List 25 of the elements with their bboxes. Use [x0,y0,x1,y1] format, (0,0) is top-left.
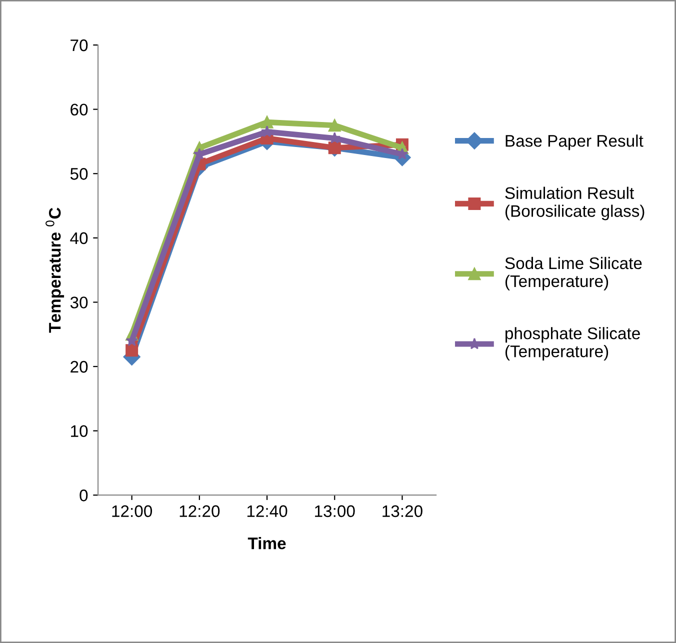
x-axis-title: Time [248,537,286,550]
y-tick-label: 60 [70,104,88,116]
y-tick-label: 50 [70,168,88,180]
point [261,126,273,138]
x-tick-label: 12:40 [247,505,288,518]
y-tick-label: 40 [70,232,88,244]
y-tick-label: 70 [70,39,88,52]
point [126,334,138,346]
point [126,344,138,357]
y-axis-title: Temperature $^{0}$C [46,208,64,333]
y-tick-label: 20 [70,360,88,373]
x-tick-label: 12:00 [112,505,152,518]
legend-label: Base Paper Result [506,134,644,150]
y-tick-label: 0 [80,490,88,502]
x-tick-label: 13:00 [315,505,355,518]
point [260,116,274,128]
y-tick-label: 30 [70,296,88,308]
legend-label: Soda Lime Silicate (Temperature) [505,256,642,290]
legend-label: Simulation Result (Borosilicate glass) [505,186,644,220]
y-tick-label: 10 [71,425,88,438]
x-tick-label: 13:20 [382,505,422,518]
point [328,142,341,154]
legend-label: phosphate Silicate (Temperature) [505,327,640,361]
x-tick-label: 12:20 [180,505,220,518]
point [328,119,341,132]
